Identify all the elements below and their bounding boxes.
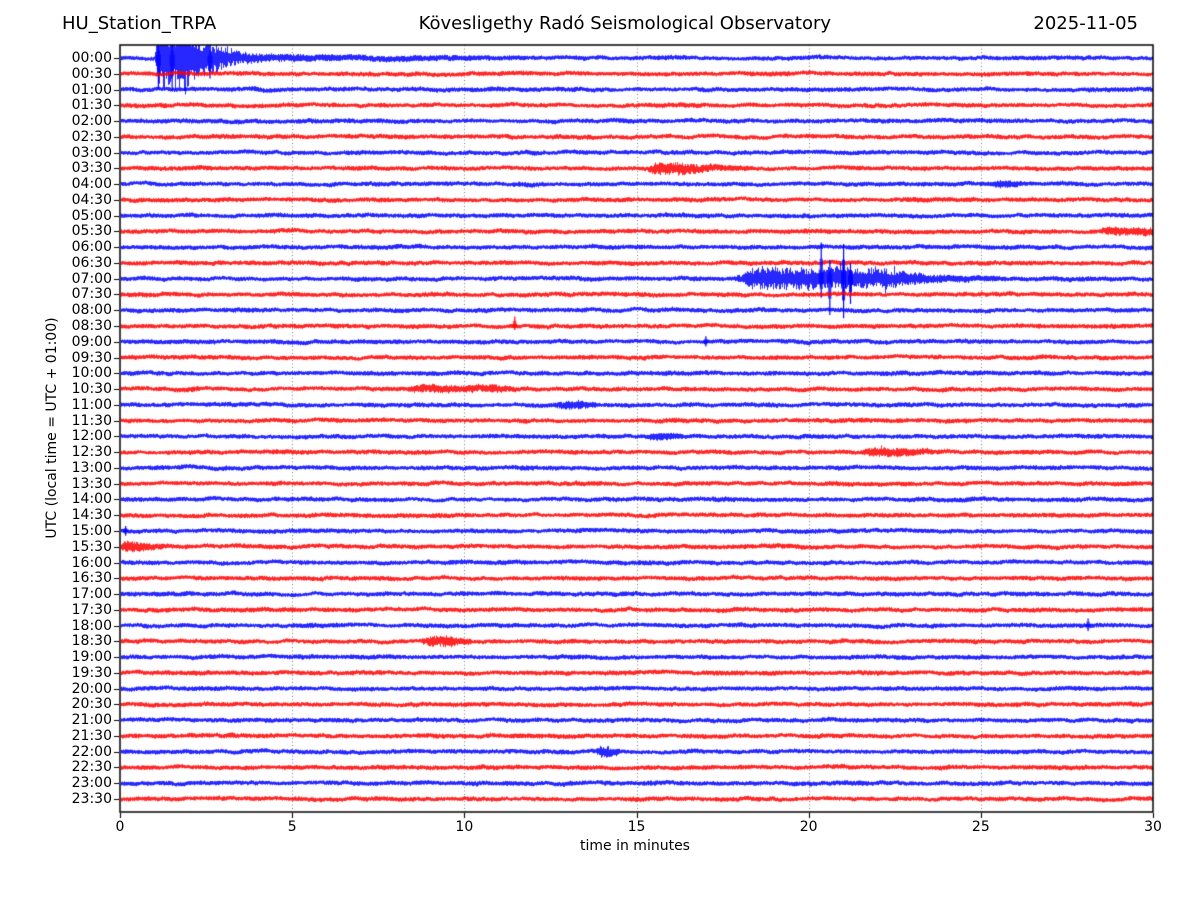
x-tick-label: 5 [287,819,297,835]
row-label: 12:00 [71,428,112,445]
row-label: 22:30 [71,759,112,776]
x-tick-label: 10 [455,819,474,835]
row-label: 13:00 [71,459,112,476]
row-label: 18:30 [71,633,112,650]
row-label: 02:30 [71,128,112,145]
row-label: 18:00 [71,617,112,634]
row-label: 14:00 [71,491,112,508]
row-label: 08:00 [71,302,112,319]
observatory-title: Kövesligethy Radó Seismological Observat… [418,13,832,34]
row-label: 05:00 [71,207,112,224]
row-label: 09:30 [71,349,112,366]
y-axis-label: UTC (local time = UTC + 01:00) [44,317,60,539]
row-label: 09:00 [71,333,112,350]
plot-header: HU_Station_TRPA Kövesligethy Radó Seismo… [62,13,1138,34]
x-tick-label: 15 [627,819,646,835]
x-tick-label: 30 [1144,819,1162,835]
row-label: 21:00 [71,712,112,729]
x-tick-label: 25 [971,819,990,835]
row-label: 21:30 [71,727,112,744]
row-label: 20:30 [71,696,112,713]
row-label: 06:00 [71,239,112,256]
station-title: HU_Station_TRPA [62,13,217,34]
row-label: 01:00 [71,81,112,98]
row-label: 03:00 [71,144,112,161]
row-label: 00:00 [71,50,112,66]
row-label: 06:30 [71,254,112,271]
row-label: 11:00 [71,396,112,413]
row-label: 16:30 [71,570,112,587]
row-label: 14:30 [71,507,112,524]
row-label: 04:30 [71,191,112,208]
row-label: 07:30 [71,286,112,303]
row-label: 10:00 [71,365,112,382]
row-label: 15:30 [71,538,112,555]
row-label: 11:30 [71,412,112,429]
row-label: 17:30 [71,601,112,618]
row-label: 00:30 [71,65,112,82]
row-label: 19:00 [71,649,112,666]
row-label: 16:00 [71,554,112,571]
row-label: 04:00 [71,176,112,193]
row-label: 17:00 [71,586,112,603]
x-axis-label: time in minutes [580,838,690,854]
row-label: 08:30 [71,318,112,335]
row-label: 05:30 [71,223,112,240]
row-label: 10:30 [71,381,112,398]
row-label: 13:30 [71,475,112,492]
row-label: 23:30 [71,791,112,807]
row-label: 20:00 [71,680,112,697]
plot-date: 2025-11-05 [1033,13,1138,34]
row-label: 12:30 [71,444,112,461]
row-label: 23:00 [71,775,112,792]
row-label: 07:00 [71,270,112,287]
row-label: 01:30 [71,97,112,114]
row-label: 19:30 [71,664,112,681]
x-tick-label: 0 [115,819,125,835]
row-label: 15:00 [71,522,112,539]
x-tick-label: 20 [799,819,818,835]
row-label: 22:00 [71,743,112,760]
row-label: 03:30 [71,160,112,177]
row-label: 02:00 [71,113,112,130]
